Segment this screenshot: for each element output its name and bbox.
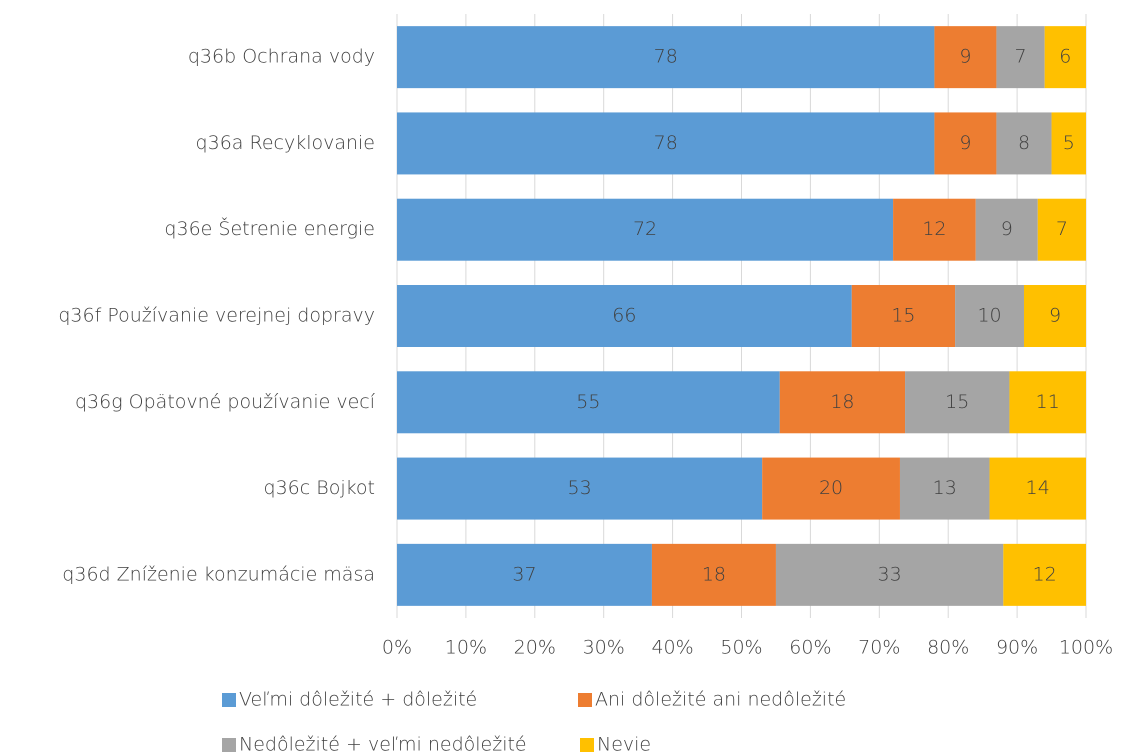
x-tick-label: 60% [789, 637, 831, 659]
y-tick-label: q36g Opätovné používanie vecí [75, 391, 376, 413]
data-label: 72 [633, 218, 657, 240]
data-label: 37 [512, 563, 536, 585]
y-tick-label: q36c Bojkot [264, 477, 375, 499]
x-tick-label: 100% [1059, 637, 1113, 659]
legend-label: Nevie [597, 734, 651, 756]
bar-segment [397, 198, 894, 261]
bar-segment [1037, 198, 1086, 261]
data-label: 14 [1026, 477, 1050, 499]
legend-label: Nedôležité + veľmi nedôležité [239, 734, 527, 756]
x-tick-label: 0% [382, 637, 412, 659]
bar-segment [1009, 371, 1086, 434]
data-label: 9 [1049, 305, 1061, 327]
bar-segment [1023, 285, 1086, 347]
bar-segment [851, 285, 956, 347]
bar-segment [775, 543, 1004, 606]
data-label: 78 [654, 132, 678, 154]
data-label: 5 [1063, 132, 1075, 154]
legend-swatch [222, 738, 236, 752]
data-label: 55 [576, 391, 600, 413]
x-tick-label: 10% [445, 637, 487, 659]
data-label: 33 [878, 563, 902, 585]
data-label: 53 [567, 477, 591, 499]
legend-label: Veľmi dôležité + dôležité [239, 689, 477, 711]
bar-segment [996, 26, 1045, 89]
data-label: 18 [830, 391, 854, 413]
bar-segment [899, 457, 990, 520]
bar-segment [397, 26, 935, 89]
legend-label: Ani dôležité ani nedôležité [595, 689, 846, 711]
bar-segment [651, 543, 776, 606]
bar-segment [934, 26, 997, 89]
data-label: 10 [977, 305, 1001, 327]
bar-segment [1051, 112, 1086, 175]
x-tick-label: 90% [996, 637, 1038, 659]
legend-swatch [222, 693, 236, 707]
x-tick-label: 70% [858, 637, 900, 659]
x-tick-label: 20% [514, 637, 556, 659]
x-tick-label: 40% [651, 637, 693, 659]
data-label: 6 [1059, 46, 1071, 68]
data-label: 66 [612, 305, 636, 327]
data-label: 7 [1014, 46, 1026, 68]
bar-segment [1003, 543, 1086, 606]
data-label: 18 [702, 563, 726, 585]
bar-segment [779, 371, 906, 434]
data-label: 9 [959, 132, 971, 154]
data-label: 7 [1056, 218, 1068, 240]
bar-segment [905, 371, 1010, 434]
data-label: 20 [819, 477, 843, 499]
y-tick-label: q36b Ochrana vody [188, 46, 375, 68]
legend-swatch [578, 693, 592, 707]
bar-segment [934, 112, 997, 175]
legend-swatch [580, 738, 594, 752]
data-label: 15 [891, 305, 915, 327]
bar-segment [996, 112, 1052, 175]
bar-segment [397, 112, 935, 175]
data-label: 15 [945, 391, 969, 413]
x-tick-label: 80% [927, 637, 969, 659]
data-label: 11 [1036, 391, 1060, 413]
bar-segment [397, 457, 763, 520]
bar-segment [989, 457, 1086, 520]
bar-segment [762, 457, 900, 520]
y-tick-label: q36e Šetrenie energie [164, 216, 375, 240]
x-tick-label: 50% [720, 637, 762, 659]
bar-segment [893, 198, 976, 261]
y-tick-label: q36a Recyklovanie [196, 132, 375, 154]
data-label: 8 [1018, 132, 1030, 154]
data-label: 9 [1001, 218, 1013, 240]
bar-segment [975, 198, 1038, 261]
data-label: 9 [959, 46, 971, 68]
x-tick-label: 30% [583, 637, 625, 659]
data-label: 78 [654, 46, 678, 68]
bar-segment [397, 371, 780, 434]
y-tick-label: q36f Používanie verejnej dopravy [58, 305, 375, 327]
data-label: 12 [1033, 563, 1057, 585]
bar-segment [955, 285, 1024, 347]
bar-segment [1044, 26, 1086, 89]
y-tick-label: q36d Zníženie konzumácie mäsa [62, 563, 375, 585]
bar-segment [397, 285, 852, 347]
data-label: 13 [933, 477, 957, 499]
bar-segment [397, 543, 652, 606]
data-label: 12 [922, 218, 946, 240]
